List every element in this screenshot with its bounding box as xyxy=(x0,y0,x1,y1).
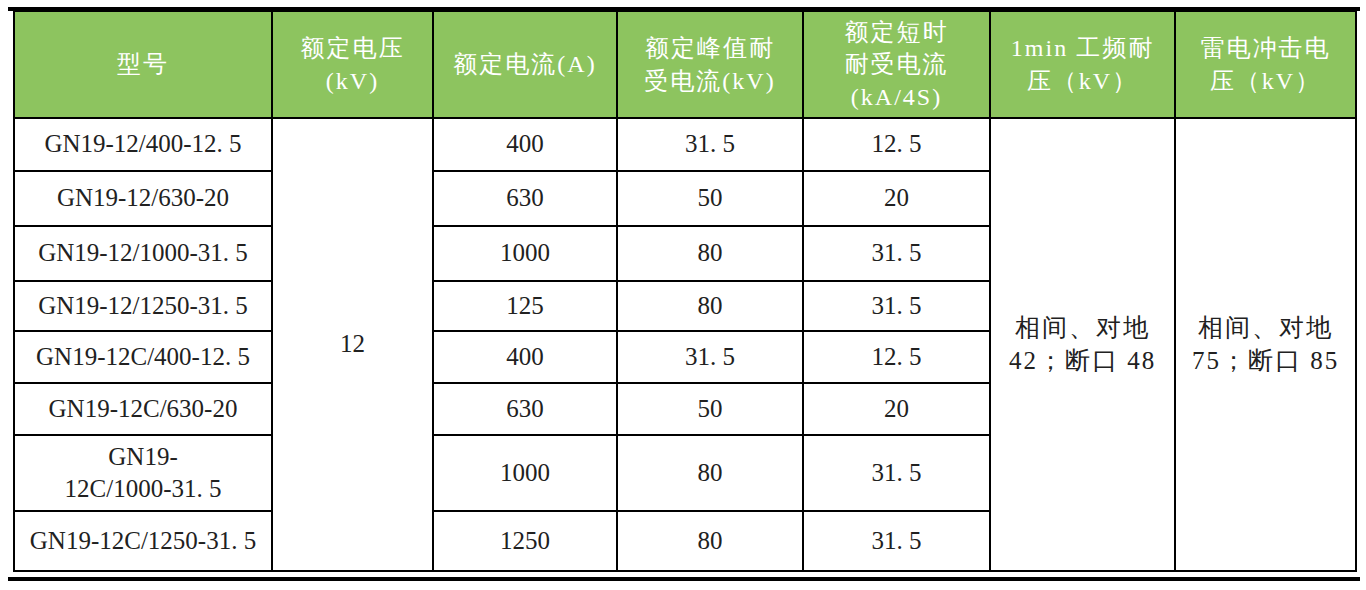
header-power-frequency-withstand-voltage: 1min 工频耐 压（kV） xyxy=(990,11,1175,118)
short-cell: 31. 5 xyxy=(803,226,990,281)
current-cell: 400 xyxy=(433,118,617,171)
short-cell: 31. 5 xyxy=(803,281,990,331)
peak-cell: 80 xyxy=(617,435,803,511)
peak-cell: 50 xyxy=(617,383,803,435)
header-row: 型号 额定电压 (kV) 额定电流(A) 额定峰值耐 受电流(kV) 额定短时 … xyxy=(14,11,1356,118)
power-frequency-cell: 相间、对地 42；断口 48 xyxy=(990,118,1175,571)
lightning-impulse-cell: 相间、对地 75；断口 85 xyxy=(1175,118,1356,571)
bottom-rule xyxy=(8,577,1360,581)
short-cell: 20 xyxy=(803,171,990,226)
header-rated-voltage: 额定电压 (kV) xyxy=(272,11,433,118)
peak-cell: 31. 5 xyxy=(617,331,803,383)
model-cell: GN19-12C/400-12. 5 xyxy=(14,331,272,383)
header-model: 型号 xyxy=(14,11,272,118)
peak-cell: 80 xyxy=(617,226,803,281)
current-cell: 1250 xyxy=(433,511,617,571)
peak-cell: 80 xyxy=(617,511,803,571)
page: 型号 额定电压 (kV) 额定电流(A) 额定峰值耐 受电流(kV) 额定短时 … xyxy=(0,0,1366,590)
peak-cell: 50 xyxy=(617,171,803,226)
peak-cell: 80 xyxy=(617,281,803,331)
model-cell: GN19-12C/630-20 xyxy=(14,383,272,435)
model-cell: GN19-12/1000-31. 5 xyxy=(14,226,272,281)
model-cell: GN19- 12C/1000-31. 5 xyxy=(14,435,272,511)
header-short-time-withstand-current: 额定短时 耐受电流 (kA/4S) xyxy=(803,11,990,118)
current-cell: 125 xyxy=(433,281,617,331)
header-lightning-impulse-voltage: 雷电冲击电 压（kV） xyxy=(1175,11,1356,118)
spec-table: 型号 额定电压 (kV) 额定电流(A) 额定峰值耐 受电流(kV) 额定短时 … xyxy=(13,10,1357,572)
short-cell: 31. 5 xyxy=(803,435,990,511)
current-cell: 1000 xyxy=(433,226,617,281)
table-row: GN19-12/400-12. 5 12 400 31. 5 12. 5 相间、… xyxy=(14,118,1356,171)
peak-cell: 31. 5 xyxy=(617,118,803,171)
current-cell: 630 xyxy=(433,171,617,226)
model-cell: GN19-12/630-20 xyxy=(14,171,272,226)
short-cell: 31. 5 xyxy=(803,511,990,571)
model-cell: GN19-12C/1250-31. 5 xyxy=(14,511,272,571)
current-cell: 1000 xyxy=(433,435,617,511)
model-cell: GN19-12/1250-31. 5 xyxy=(14,281,272,331)
model-cell: GN19-12/400-12. 5 xyxy=(14,118,272,171)
short-cell: 12. 5 xyxy=(803,118,990,171)
header-rated-current: 额定电流(A) xyxy=(433,11,617,118)
short-cell: 12. 5 xyxy=(803,331,990,383)
rated-voltage-cell: 12 xyxy=(272,118,433,571)
header-peak-withstand-current: 额定峰值耐 受电流(kV) xyxy=(617,11,803,118)
current-cell: 400 xyxy=(433,331,617,383)
short-cell: 20 xyxy=(803,383,990,435)
current-cell: 630 xyxy=(433,383,617,435)
